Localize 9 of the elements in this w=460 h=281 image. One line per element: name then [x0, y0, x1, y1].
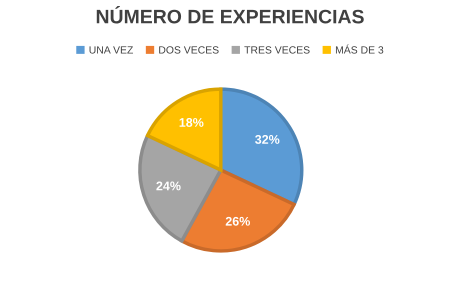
data-label: 32%	[255, 135, 280, 144]
data-label: 24%	[156, 182, 181, 190]
legend-label: UNA VEZ	[90, 46, 134, 54]
data-label: 26%	[226, 216, 250, 226]
chart-title: NÚMERO DE EXPERIENCIAS	[96, 6, 364, 24]
legend-label: MÁS DE 3	[336, 44, 384, 54]
legend-label: TRES VECES	[244, 46, 310, 54]
data-label: 18%	[180, 118, 204, 127]
legend-label: DOS VECES	[159, 46, 219, 54]
